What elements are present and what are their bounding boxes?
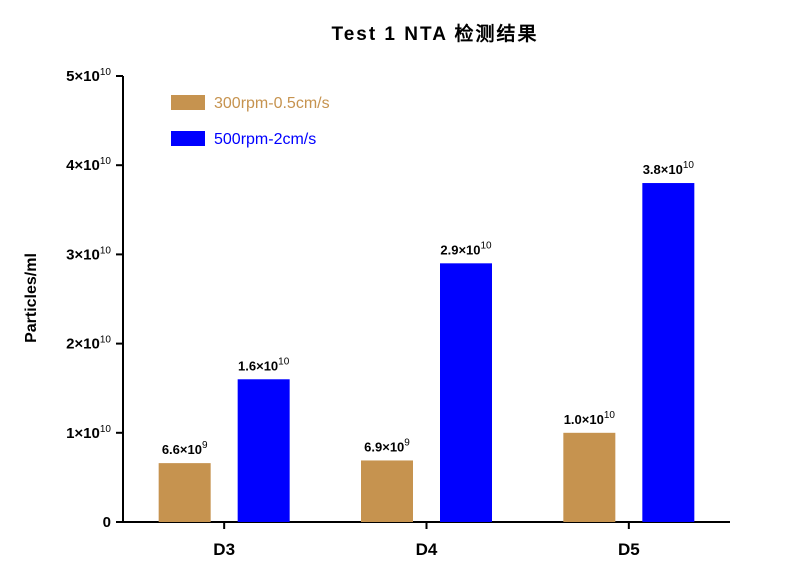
legend-label: 300rpm-0.5cm/s	[214, 95, 330, 112]
bar	[361, 460, 413, 522]
bar	[563, 432, 616, 522]
x-tick-label: D4	[416, 540, 438, 559]
legend-swatch	[171, 95, 205, 110]
x-ticks: D3 D4 D5	[213, 522, 640, 559]
y-tick-label: 4×1010	[66, 156, 111, 174]
data-label: 6.6×109	[162, 440, 208, 457]
y-tick-label: 0	[103, 514, 111, 531]
chart-title: Test 1 NTA 检测结果	[332, 22, 539, 45]
y-axis-label: Particles/ml	[23, 253, 40, 343]
legend: 300rpm-0.5cm/s 500rpm-2cm/s	[171, 95, 330, 148]
data-label: 3.8×1010	[643, 160, 695, 177]
y-tick-label: 2×1010	[66, 335, 111, 353]
bar	[440, 263, 492, 522]
y-tick-label: 1×1010	[66, 424, 111, 442]
x-tick-label: D5	[618, 540, 640, 559]
legend-label: 500rpm-2cm/s	[214, 131, 316, 148]
y-tick-label: 3×1010	[66, 245, 111, 263]
legend-swatch	[171, 131, 205, 146]
data-labels: 6.6×109 1.6×1010 6.9×109 2.9×1010 1.0×1010 3.…	[162, 160, 695, 457]
data-label: 1.0×1010	[564, 410, 616, 427]
bar	[237, 379, 290, 522]
data-label: 2.9×1010	[440, 240, 492, 257]
bars	[158, 183, 695, 523]
bar	[158, 463, 211, 522]
y-ticks: 0 1×1010 2×1010 3×1010 4×1010 5×1010	[66, 67, 123, 531]
y-tick-label: 5×1010	[66, 67, 111, 85]
data-label: 6.9×109	[364, 437, 410, 454]
data-label: 1.6×1010	[238, 356, 290, 373]
x-tick-label: D3	[213, 540, 235, 559]
bar	[642, 183, 695, 523]
